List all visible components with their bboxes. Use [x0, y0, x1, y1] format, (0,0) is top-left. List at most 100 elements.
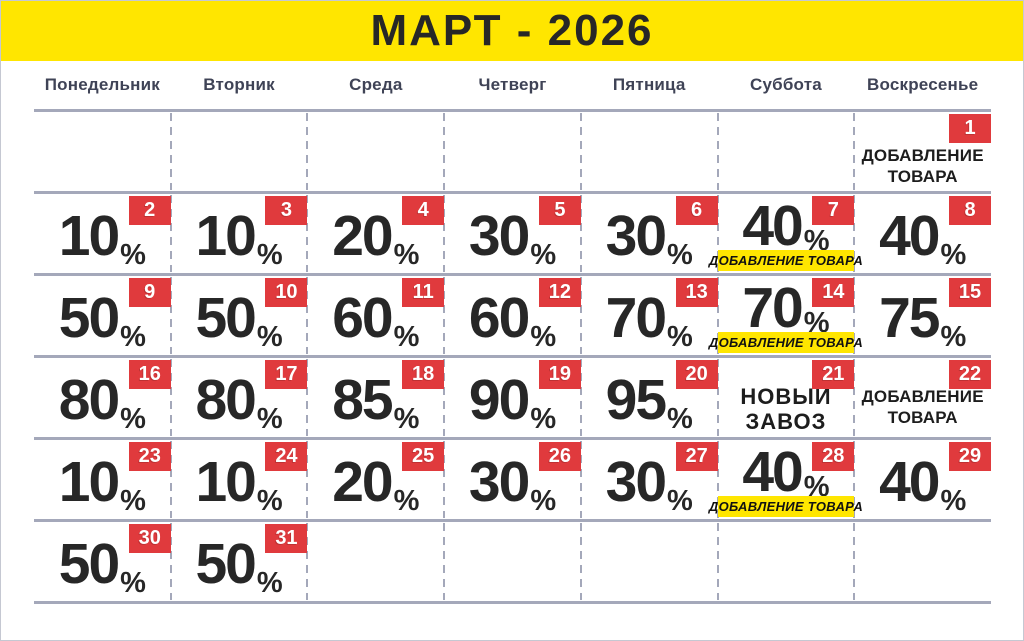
percent-sign: % [256, 485, 283, 517]
day-cell-18: 18 85% [307, 358, 445, 437]
day-number-badge: 6 [675, 196, 718, 225]
discount-value: 40 [742, 440, 803, 504]
percent-sign: % [530, 239, 557, 271]
day-number-badge: 20 [675, 360, 718, 389]
day-cell-22: 22 ДОБАВЛЕНИЕ ТОВАРА [854, 358, 992, 437]
discount-value: 30 [605, 204, 667, 268]
discount-percent: 50% [34, 276, 171, 355]
discount-value: 50 [58, 532, 120, 596]
percent-sign: % [393, 485, 420, 517]
day-cell-empty [307, 522, 445, 601]
discount-value: 20 [332, 204, 393, 268]
discount-percent: 70% [581, 276, 718, 355]
day-cell-12: 12 60% [444, 276, 582, 355]
weekday-row: Понедельник Вторник Среда Четверг Пятница Суб… [34, 61, 991, 109]
day-cell-7: 7 40% ДОБАВЛЕНИЕ ТОВАРА [709, 194, 863, 273]
discount-value: 50 [195, 532, 256, 596]
day-number-badge: 1 [949, 114, 992, 143]
discount-percent: 40% [718, 194, 855, 273]
day-number-badge: 12 [538, 278, 581, 307]
day-cell-3: 3 10% [171, 194, 309, 273]
percent-sign: % [940, 321, 967, 353]
day-cell-empty [34, 112, 172, 191]
discount-value: 95 [605, 368, 667, 432]
discount-value: 10 [195, 204, 256, 268]
day-note: ДОБАВЛЕНИЕ ТОВАРА [861, 387, 984, 428]
weekday-label-6: Воскресенье [867, 75, 979, 94]
discount-percent: 60% [444, 276, 581, 355]
day-number-badge: 7 [812, 196, 855, 225]
day-cell-31: 31 50% [171, 522, 309, 601]
day-number-badge: 16 [128, 360, 171, 389]
restock-label: ДОБАВЛЕНИЕ ТОВАРА [709, 332, 863, 353]
day-number-badge: 5 [538, 196, 581, 225]
day-cell-empty [444, 522, 582, 601]
day-cell-11: 11 60% [307, 276, 445, 355]
day-number-badge: 26 [538, 442, 581, 471]
discount-value: 50 [58, 286, 120, 350]
percent-sign: % [667, 321, 693, 353]
discount-percent: 30% [581, 194, 718, 273]
percent-sign: % [256, 321, 283, 353]
day-number-badge: 19 [538, 360, 581, 389]
day-note: НОВЫЙ ЗАВОЗ [740, 384, 832, 435]
week-row-1: 2 10% 3 10% 4 20% 5 30% 6 30% 7 40% ДОБАВЛЕНИЕ ТОВАР… [34, 191, 992, 273]
discount-value: 30 [468, 450, 530, 514]
day-cell-5: 5 30% [444, 194, 582, 273]
weekday-label-2: Среда [349, 75, 403, 94]
day-number-badge: 15 [949, 278, 992, 307]
calendar-title: МАРТ - 2026 [370, 6, 654, 55]
day-cell-30: 30 50% [34, 522, 172, 601]
day-cell-28: 28 40% ДОБАВЛЕНИЕ ТОВАРА [709, 440, 863, 519]
discount-percent: 95% [581, 358, 718, 437]
day-number-badge: 29 [949, 442, 992, 471]
day-cell-empty [171, 112, 309, 191]
day-number-badge: 30 [128, 524, 171, 553]
discount-percent: 10% [171, 194, 308, 273]
weekday-label-3: Четверг [478, 75, 547, 94]
day-number-badge: 3 [265, 196, 308, 225]
discount-value: 70 [605, 286, 667, 350]
day-cell-21: 21 НОВЫЙ ЗАВОЗ [718, 358, 856, 437]
discount-percent: 30% [444, 194, 581, 273]
discount-percent: 40% [854, 440, 991, 519]
discount-value: 10 [195, 450, 256, 514]
weekday-label-1: Вторник [203, 75, 275, 94]
day-number-badge: 14 [812, 278, 855, 307]
day-cell-20: 20 95% [581, 358, 719, 437]
discount-value: 80 [58, 368, 120, 432]
day-cell-empty [581, 112, 719, 191]
discount-value: 85 [332, 368, 393, 432]
discount-value: 30 [468, 204, 530, 268]
discount-value: 40 [742, 194, 803, 258]
percent-sign: % [256, 567, 283, 599]
percent-sign: % [120, 567, 146, 599]
day-cell-10: 10 50% [171, 276, 309, 355]
day-number-badge: 21 [812, 360, 855, 389]
day-number-badge: 2 [128, 196, 171, 225]
percent-sign: % [393, 403, 420, 435]
discount-value: 50 [195, 286, 256, 350]
weekday-label-5: Суббота [750, 75, 822, 94]
day-note: ДОБАВЛЕНИЕ ТОВАРА [861, 146, 984, 187]
percent-sign: % [530, 485, 557, 517]
discount-percent: 80% [34, 358, 171, 437]
day-number-badge: 22 [949, 360, 992, 389]
discount-value: 60 [468, 286, 530, 350]
week-row-5: 30 50% 31 50% [34, 519, 991, 601]
day-number-badge: 27 [675, 442, 718, 471]
day-number-badge: 24 [265, 442, 308, 471]
percent-sign: % [120, 485, 146, 517]
discount-percent: 40% [854, 194, 991, 273]
percent-sign: % [530, 321, 557, 353]
discount-percent: 80% [171, 358, 308, 437]
day-number-badge: 13 [675, 278, 718, 307]
discount-value: 60 [332, 286, 393, 350]
day-number-badge: 10 [265, 278, 308, 307]
discount-percent: 10% [34, 194, 171, 273]
day-cell-8: 8 40% [854, 194, 992, 273]
day-number-badge: 8 [949, 196, 992, 225]
restock-label: ДОБАВЛЕНИЕ ТОВАРА [709, 496, 863, 517]
percent-sign: % [256, 239, 283, 271]
